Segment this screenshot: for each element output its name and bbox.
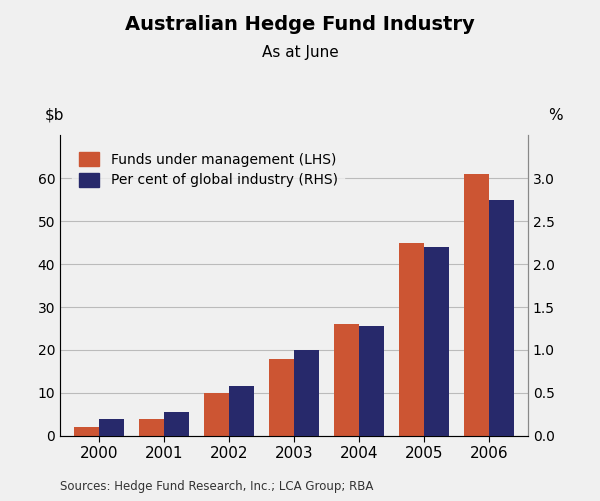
Bar (334, 324, 359, 436)
Bar (269, 359, 294, 436)
Bar (74, 427, 99, 436)
Legend: Funds under management (LHS), Per cent of global industry (RHS): Funds under management (LHS), Per cent o… (71, 145, 344, 194)
Bar (464, 174, 489, 436)
Bar (489, 200, 514, 436)
Bar (400, 242, 424, 436)
Text: $b: $b (44, 108, 64, 123)
Text: Sources: Hedge Fund Research, Inc.; LCA Group; RBA: Sources: Hedge Fund Research, Inc.; LCA … (60, 480, 373, 493)
Text: Australian Hedge Fund Industry: Australian Hedge Fund Industry (125, 15, 475, 34)
Bar (424, 247, 449, 436)
Bar (99, 419, 124, 436)
Bar (229, 386, 254, 436)
Bar (139, 419, 164, 436)
Bar (359, 326, 384, 436)
Text: As at June: As at June (262, 45, 338, 60)
Text: %: % (548, 108, 562, 123)
Bar (294, 350, 319, 436)
Bar (204, 393, 229, 436)
Bar (164, 412, 188, 436)
